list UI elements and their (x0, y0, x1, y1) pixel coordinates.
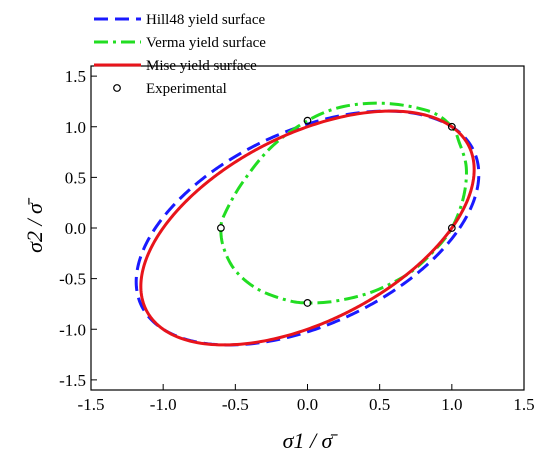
x-tick-label: 0.5 (369, 395, 390, 414)
experimental-point (447, 224, 456, 232)
x-tick-label: -1.0 (150, 395, 177, 414)
hill48-yield-surface-line (134, 109, 481, 347)
y-tick-label: -0.5 (59, 270, 86, 289)
y-tick-label: 0.5 (65, 168, 86, 187)
legend: Hill48 yield surface Verma yield surface M… (94, 12, 266, 97)
experimental-point (216, 224, 225, 232)
x-tick-label: -0.5 (222, 395, 249, 414)
y-axis-label: σ2 / σ̄ (22, 197, 47, 253)
experimental-point (303, 299, 312, 307)
x-tick-label: -1.5 (78, 395, 105, 414)
experimental-point (447, 122, 456, 131)
mise-yield-surface-line (139, 109, 476, 347)
legend-swatch (113, 84, 121, 92)
axes-layer: -1.5 -1.0 -0.5 0.0 0.5 1.0 1.5 -1.5 -1.0 -0.5 0.0 0… (59, 67, 535, 414)
y-tick-label: 1.5 (65, 67, 86, 86)
y-tick-label: 1.0 (65, 118, 86, 137)
legend-label: Mise yield surface (146, 58, 257, 74)
y-tick-label: -1.5 (59, 371, 86, 390)
y-tick-label: -1.0 (59, 320, 86, 339)
y-tick-label: 0.0 (65, 219, 86, 238)
markers-layer (216, 116, 456, 307)
x-tick-label: 1.0 (441, 395, 462, 414)
curves-layer (134, 101, 481, 347)
verma-yield-surface-line (219, 101, 468, 305)
x-tick-label: 1.5 (513, 395, 534, 414)
legend-label: Experimental (146, 81, 227, 97)
x-tick-label: 0.0 (297, 395, 318, 414)
legend-label: Verma yield surface (146, 35, 266, 51)
x-axis-label: σ1 / σ̄ (283, 428, 339, 453)
legend-label: Hill48 yield surface (146, 12, 265, 28)
experimental-point (303, 116, 312, 125)
